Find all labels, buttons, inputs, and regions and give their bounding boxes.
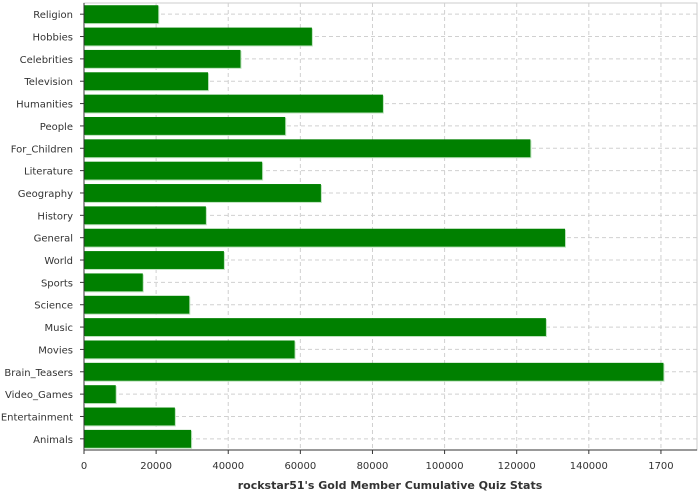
category-label: Science: [34, 301, 73, 312]
bar: [84, 429, 192, 448]
category-label: Religion: [33, 10, 73, 21]
bar: [84, 27, 312, 46]
category-label: World: [44, 256, 73, 267]
category-label: Movies: [38, 345, 73, 356]
category-label: Video_Games: [5, 390, 73, 401]
category-label: Entertainment: [1, 412, 73, 423]
bar: [84, 184, 321, 202]
category-label: Animals: [33, 435, 73, 446]
category-label: Celebrities: [20, 55, 73, 66]
category-label: General: [34, 234, 73, 245]
x-tick-label: 1700: [648, 461, 673, 472]
grid-layer: [83, 2, 698, 451]
plot-area: [83, 2, 698, 451]
category-label: History: [37, 211, 73, 222]
category-label: Literature: [24, 167, 73, 178]
category-label: Hobbies: [33, 33, 73, 44]
bar: [84, 139, 531, 158]
category-label: Sports: [41, 278, 73, 289]
bar: [84, 49, 241, 68]
bar: [84, 206, 206, 225]
bar: [84, 340, 295, 359]
x-tick-label: 140000: [570, 461, 608, 472]
category-label: Music: [45, 323, 73, 334]
x-tick-label: 120000: [498, 461, 536, 472]
labels-layer: 0 20000 40000 60000 80000 100000 120000 140000 1…: [1, 10, 674, 472]
bar: [84, 5, 159, 24]
bar: [84, 251, 224, 269]
bar: [84, 318, 546, 337]
bar: [84, 407, 175, 426]
bar: [84, 385, 116, 404]
bar: [84, 273, 143, 292]
category-label: For_Children: [11, 144, 73, 155]
x-tick-label: 80000: [357, 461, 389, 472]
category-label: Humanities: [16, 100, 73, 111]
category-label: Geography: [18, 189, 73, 200]
bar: [84, 362, 664, 381]
x-tick-label: 20000: [140, 461, 172, 472]
bar: [84, 72, 209, 91]
bar: [84, 116, 286, 135]
category-label: Brain_Teasers: [4, 368, 73, 379]
axes-layer: [80, 3, 697, 454]
bars-layer: [84, 5, 665, 449]
bar: [84, 94, 383, 113]
x-axis-title: rockstar51's Gold Member Cumulative Quiz…: [238, 479, 543, 492]
bar: [84, 161, 263, 180]
x-tick-label: 100000: [425, 461, 463, 472]
x-tick-label: 60000: [284, 461, 316, 472]
x-tick-label: 0: [81, 461, 87, 472]
bar: [84, 228, 566, 247]
category-label: People: [40, 122, 73, 133]
bar: [84, 295, 190, 314]
x-tick-label: 40000: [212, 461, 244, 472]
category-label: Television: [23, 77, 73, 88]
